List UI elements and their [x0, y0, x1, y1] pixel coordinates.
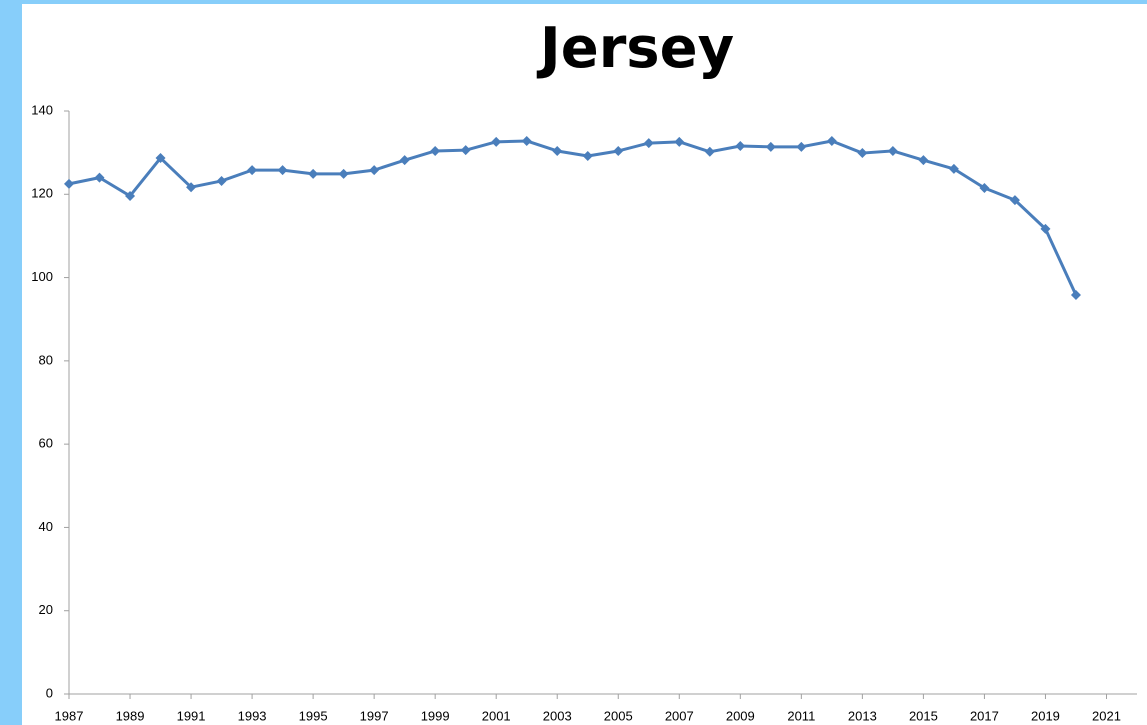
data-point	[308, 168, 319, 179]
y-tick-label: 60	[39, 436, 53, 451]
data-point	[948, 163, 959, 174]
data-point	[674, 136, 685, 147]
y-tick-label: 100	[31, 269, 53, 284]
data-point	[918, 155, 929, 166]
data-point	[338, 168, 349, 179]
x-tick-label: 2021	[1092, 708, 1121, 723]
data-point	[704, 146, 715, 157]
y-tick-label: 140	[31, 102, 53, 117]
x-tick-label: 1987	[55, 708, 84, 723]
x-tick-label: 1989	[116, 708, 145, 723]
y-tick-label: 120	[31, 186, 53, 201]
data-point	[552, 145, 563, 156]
x-tick-label: 2003	[543, 708, 572, 723]
x-tick-label: 2001	[482, 708, 511, 723]
data-point	[216, 175, 227, 186]
left-border	[0, 0, 22, 725]
data-point	[399, 155, 410, 166]
data-point	[582, 150, 593, 161]
x-tick-label: 2011	[787, 708, 815, 723]
data-point	[125, 190, 136, 201]
data-point	[735, 140, 746, 151]
x-tick-label: 2015	[909, 708, 938, 723]
data-point	[430, 145, 441, 156]
x-tick-label: 1995	[299, 708, 328, 723]
data-point	[247, 165, 258, 176]
data-point	[1040, 223, 1051, 234]
x-tick-label: 2009	[726, 708, 755, 723]
data-point	[643, 138, 654, 149]
y-tick-label: 0	[46, 685, 53, 700]
data-point	[94, 172, 105, 183]
x-tick-label: 2017	[970, 708, 999, 723]
x-tick-label: 2019	[1031, 708, 1060, 723]
top-border	[0, 0, 1147, 4]
data-point	[460, 145, 471, 156]
y-tick-label: 80	[39, 352, 53, 367]
data-point	[155, 153, 166, 164]
data-point	[826, 135, 837, 146]
chart-title: Jersey	[536, 16, 734, 81]
x-tick-label: 1993	[238, 708, 267, 723]
data-point	[1009, 195, 1020, 206]
series-line	[68, 139, 1078, 296]
y-tick-label: 20	[39, 602, 53, 617]
x-tick-label: 1999	[421, 708, 450, 723]
x-tick-label: 2005	[604, 708, 633, 723]
data-point	[521, 135, 532, 146]
data-point	[277, 165, 288, 176]
data-point	[887, 145, 898, 156]
x-tick-label: 2013	[848, 708, 877, 723]
x-tick-label: 1997	[360, 708, 389, 723]
data-point	[613, 145, 624, 156]
data-point	[1070, 290, 1081, 301]
data-point	[186, 182, 197, 193]
data-point	[979, 183, 990, 194]
data-point	[765, 141, 776, 152]
data-point	[796, 141, 807, 152]
x-tick-label: 1991	[177, 708, 206, 723]
y-tick-label: 40	[39, 519, 53, 534]
data-point	[491, 136, 502, 147]
data-point	[857, 148, 868, 159]
data-point	[369, 165, 380, 176]
x-tick-label: 2007	[665, 708, 694, 723]
data-point	[64, 178, 74, 189]
